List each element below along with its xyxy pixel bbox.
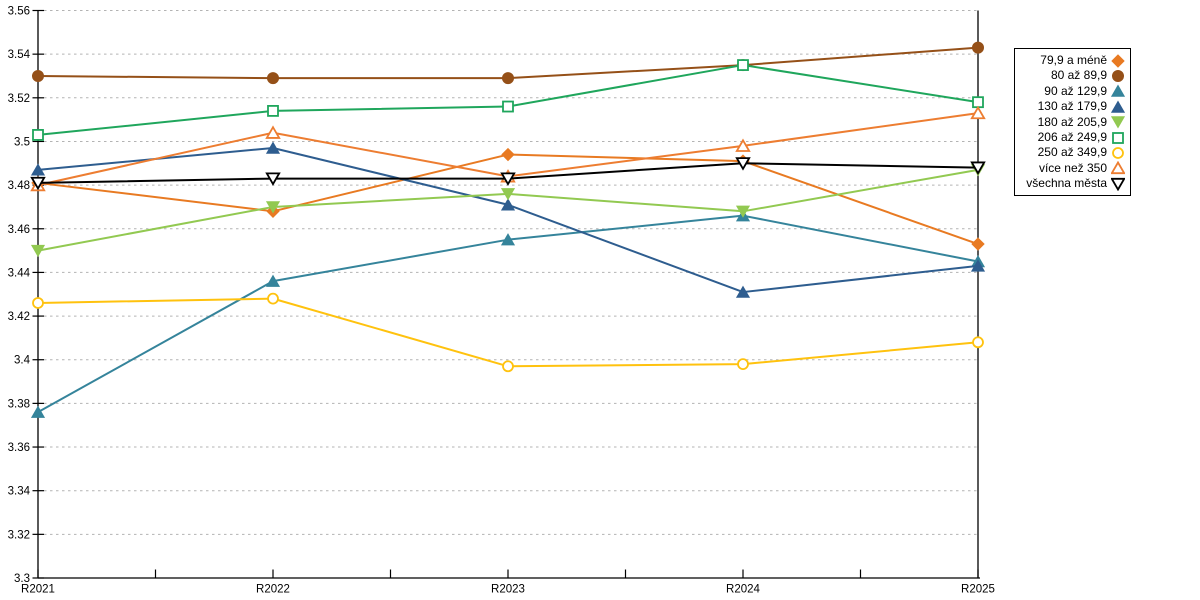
y-axis: 3.3 3.32 3.34 3.36 3.38 3.4 3.42 3.44 3.46 3.48 3.…: [8, 6, 44, 585]
x-tick-label: R2022: [256, 584, 290, 596]
axes: [37, 10, 980, 579]
series-triangle-down: [30, 157, 986, 191]
legend-item: 79,9 a méně: [1019, 53, 1125, 68]
legend-label: 250 až 349,9: [1037, 145, 1107, 160]
legend-item: 80 až 89,9: [1019, 68, 1125, 83]
legend-label: 79,9 a méně: [1040, 53, 1107, 67]
series-circle: [32, 292, 984, 373]
x-tick-label: R2021: [21, 584, 55, 596]
y-tick-label: 3.48: [8, 180, 30, 192]
legend-label: 130 až 179,9: [1037, 99, 1107, 114]
y-tick-label: 3.36: [8, 442, 30, 454]
y-tick-label: 3.38: [8, 398, 30, 410]
series-square: [32, 59, 984, 141]
legend-item: 206 až 249,9: [1019, 130, 1125, 145]
series: [30, 41, 986, 418]
legend-item: 130 až 179,9: [1019, 99, 1125, 114]
legend-triangle-down-icon: [1111, 177, 1125, 191]
legend-item: 90 až 129,9: [1019, 84, 1125, 99]
legend-triangle-down-icon: [1111, 115, 1125, 129]
series-triangle-up: [30, 209, 986, 418]
y-tick-label: 3.34: [8, 486, 31, 498]
series-circle: [32, 41, 984, 85]
legend-triangle-up-icon: [1111, 100, 1125, 114]
y-tick-label: 3.42: [8, 311, 30, 323]
y-tick-label: 3.32: [8, 529, 30, 541]
legend-label: 80 až 89,9: [1050, 68, 1107, 83]
y-tick-label: 3.4: [14, 355, 31, 367]
legend-circle-icon: [1111, 146, 1125, 160]
x-tick-label: R2024: [726, 584, 760, 596]
legend-label: 206 až 249,9: [1037, 129, 1107, 144]
legend-label: všechna města: [1026, 176, 1107, 191]
gridlines: [38, 10, 978, 535]
legend-triangle-up-icon: [1111, 84, 1125, 98]
y-tick-label: 3.46: [8, 224, 30, 236]
legend-item: všechna města: [1019, 176, 1125, 191]
legend-label: 90 až 129,9: [1044, 83, 1107, 98]
x-tick-label: R2025: [961, 584, 995, 596]
series-triangle-up: [30, 141, 986, 298]
y-tick-label: 3.56: [8, 6, 30, 18]
x-axis: R2021 R2022 R2023 R2024 R2025: [21, 569, 995, 596]
y-tick-label: 3.52: [8, 93, 30, 105]
legend-triangle-up-icon: [1111, 161, 1125, 175]
y-tick-label: 3.5: [14, 136, 30, 148]
legend-item: více než 350: [1019, 161, 1125, 176]
legend-square-icon: [1111, 131, 1125, 145]
legend-item: 180 až 205,9: [1019, 115, 1125, 130]
legend-item: 250 až 349,9: [1019, 145, 1125, 160]
legend-diamond-icon: [1111, 53, 1125, 68]
x-tick-label: R2023: [491, 584, 525, 596]
y-tick-label: 3.54: [8, 49, 31, 61]
y-tick-label: 3.3: [14, 573, 30, 585]
legend-label: více než 350: [1038, 160, 1107, 175]
legend-circle-icon: [1111, 69, 1125, 83]
y-tick-label: 3.44: [8, 267, 31, 279]
legend-label: 180 až 205,9: [1037, 114, 1107, 129]
legend: 79,9 a méně 80 až 89,9 90 až 129,9 130 a…: [1014, 48, 1131, 196]
